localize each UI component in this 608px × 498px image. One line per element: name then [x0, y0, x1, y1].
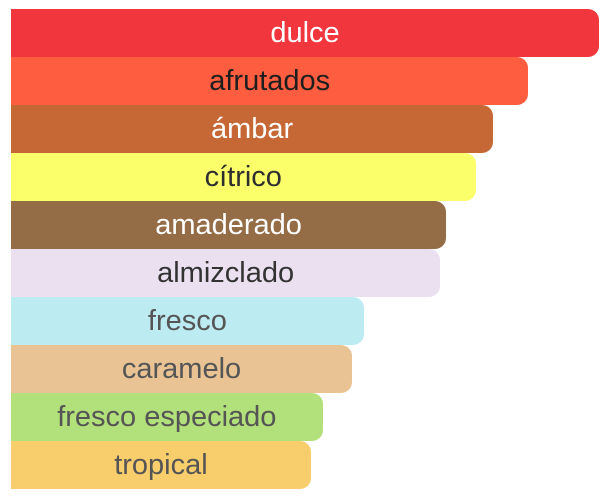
accord-label: cítrico	[204, 160, 282, 193]
accord-label: tropical	[114, 448, 208, 481]
accord-label: afrutados	[209, 64, 331, 97]
accord-bar: caramelo	[11, 345, 353, 393]
accord-label: fresco	[147, 304, 227, 337]
accord-bar: tropical	[11, 441, 311, 489]
accord-label: caramelo	[121, 352, 242, 385]
accord-label: dulce	[270, 16, 340, 49]
accord-bar: afrutados	[11, 57, 529, 105]
accord-label: amaderado	[155, 208, 302, 241]
accord-bar: fresco	[11, 297, 364, 345]
accord-label: fresco especiado	[57, 400, 277, 433]
accord-bar: dulce	[11, 9, 599, 57]
accord-bar: cítrico	[11, 153, 476, 201]
accord-label: almizclado	[157, 256, 295, 289]
accord-label: ámbar	[210, 112, 294, 145]
accord-bar: amaderado	[11, 201, 447, 249]
accord-bar: almizclado	[11, 249, 441, 297]
accord-bar: fresco especiado	[11, 393, 323, 441]
accord-bar: ámbar	[11, 105, 494, 153]
